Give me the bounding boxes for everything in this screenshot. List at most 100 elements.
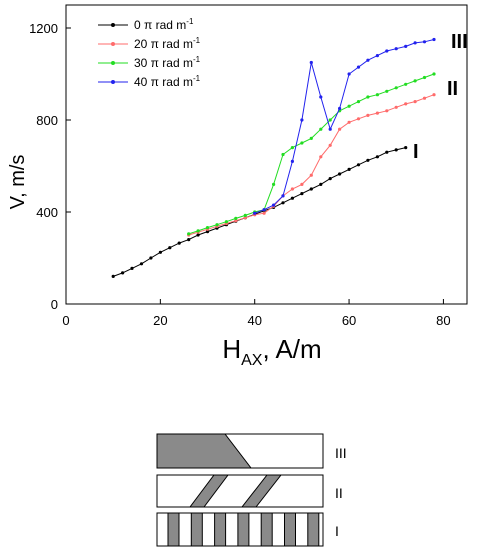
legend-label: 30 π rad m-1 xyxy=(134,55,201,70)
x-tick-label: 20 xyxy=(153,313,167,328)
domain-diagram: III II I xyxy=(156,433,347,547)
data-point xyxy=(281,152,285,157)
data-point xyxy=(281,194,285,198)
data-point xyxy=(328,118,332,122)
data-point xyxy=(366,58,370,62)
data-point xyxy=(356,117,361,121)
x-axis-title-unit: , A/m xyxy=(262,334,321,364)
domain-stripe xyxy=(260,512,273,547)
domain-stripe xyxy=(284,512,296,547)
x-tick-label: 0 xyxy=(62,313,69,328)
curve-label-I: I xyxy=(413,141,419,163)
data-point xyxy=(130,266,134,270)
data-point xyxy=(432,93,436,97)
domain-row-III-label: III xyxy=(335,445,347,461)
series-line xyxy=(254,39,435,214)
data-point xyxy=(394,86,398,90)
data-point xyxy=(375,155,379,159)
data-point xyxy=(243,213,247,217)
legend-label: 40 π rad m-1 xyxy=(134,74,201,89)
domain-stripe xyxy=(240,474,283,508)
data-point xyxy=(253,211,257,215)
data-point xyxy=(121,271,125,275)
data-point xyxy=(177,241,181,245)
domain-stripe xyxy=(307,512,320,547)
data-point xyxy=(309,187,313,191)
data-point xyxy=(432,37,436,42)
data-point xyxy=(413,100,417,104)
series-2 xyxy=(187,72,436,236)
data-point xyxy=(413,79,417,83)
data-point xyxy=(385,109,389,113)
domain-row-II-box xyxy=(156,474,324,508)
data-point xyxy=(422,40,427,44)
data-point xyxy=(111,274,115,278)
data-point xyxy=(432,72,436,76)
data-point xyxy=(139,262,144,266)
data-point xyxy=(422,96,427,100)
y-tick-label: 0 xyxy=(51,297,58,312)
data-point xyxy=(243,216,247,220)
data-point xyxy=(328,177,332,181)
data-point xyxy=(272,182,276,186)
domain-stripe xyxy=(189,474,229,508)
legend-marker xyxy=(111,80,115,84)
domain-row-III-fill xyxy=(156,433,253,469)
y-tick-label: 800 xyxy=(36,113,58,128)
data-point xyxy=(394,148,398,152)
data-point xyxy=(234,216,238,220)
data-point xyxy=(319,95,323,99)
domain-stripe xyxy=(167,512,180,547)
x-axis-title: HAX, A/m xyxy=(222,334,321,369)
data-point xyxy=(168,246,172,250)
x-tick-label: 60 xyxy=(342,313,356,328)
curve-label-II: II xyxy=(447,78,458,100)
data-point xyxy=(187,238,191,242)
data-point xyxy=(338,172,342,176)
data-point xyxy=(375,54,379,58)
y-tick-label: 1200 xyxy=(29,21,58,36)
legend-marker xyxy=(111,42,115,46)
data-point xyxy=(196,233,200,237)
data-point xyxy=(404,44,408,49)
domain-row-I-stripes xyxy=(167,512,320,547)
series-3 xyxy=(253,37,436,215)
data-point xyxy=(422,75,427,80)
curve-label-III: III xyxy=(451,31,468,53)
data-point xyxy=(366,113,370,117)
legend-marker xyxy=(111,61,115,65)
data-point xyxy=(309,173,313,177)
data-point xyxy=(290,187,294,191)
data-point xyxy=(319,155,323,159)
domain-stripe xyxy=(237,512,250,547)
domain-row-I-label: I xyxy=(335,523,339,539)
data-point xyxy=(347,72,351,76)
legend: 0 π rad m-1 20 π rad m-1 30 π rad m-1 40 π … xyxy=(98,17,201,89)
data-point xyxy=(319,182,323,186)
x-tick-label: 80 xyxy=(436,313,450,328)
data-point xyxy=(309,60,313,65)
data-point xyxy=(404,146,408,150)
y-axis-ticks: 0 400 800 1200 xyxy=(29,21,71,312)
x-axis-ticks: 0 20 40 60 80 xyxy=(62,299,451,328)
data-point xyxy=(215,223,219,227)
data-point xyxy=(366,158,370,162)
data-point xyxy=(309,136,313,140)
legend-marker xyxy=(111,23,115,27)
data-point xyxy=(290,196,294,200)
y-tick-label: 400 xyxy=(36,205,58,220)
data-point xyxy=(338,127,342,131)
y-axis-title: V, m/s xyxy=(7,155,29,210)
domain-row-II-label: II xyxy=(335,485,343,501)
data-point xyxy=(319,127,323,131)
data-point xyxy=(338,106,342,111)
data-point xyxy=(413,41,417,45)
data-point xyxy=(356,163,361,167)
data-point xyxy=(375,111,379,115)
data-point xyxy=(300,118,304,122)
data-point xyxy=(281,201,285,205)
data-point xyxy=(205,230,210,234)
data-point xyxy=(234,219,238,223)
data-point xyxy=(404,82,408,86)
